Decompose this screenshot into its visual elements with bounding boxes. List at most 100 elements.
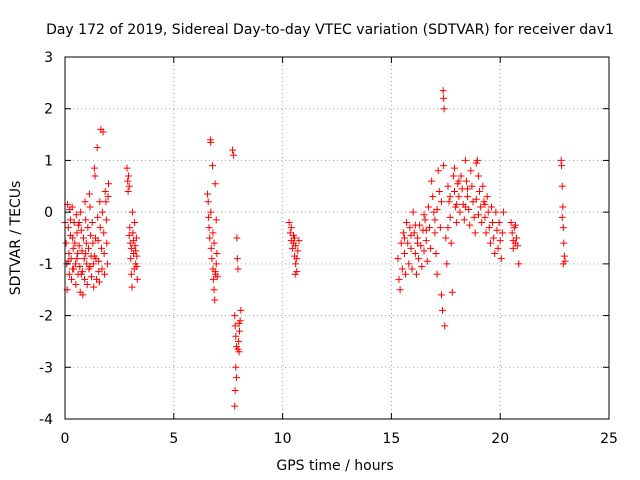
y-tick-label: 0 bbox=[44, 205, 53, 221]
data-point bbox=[207, 208, 215, 216]
data-point bbox=[558, 213, 566, 221]
data-point bbox=[98, 208, 106, 216]
data-point bbox=[211, 296, 219, 304]
data-point bbox=[212, 216, 220, 224]
data-point bbox=[509, 244, 517, 252]
data-point bbox=[129, 229, 137, 237]
x-tick-label: 0 bbox=[61, 431, 70, 447]
data-point bbox=[231, 312, 239, 320]
data-point bbox=[471, 229, 479, 237]
data-point bbox=[437, 198, 445, 206]
data-point bbox=[408, 265, 416, 273]
data-point bbox=[210, 286, 218, 294]
x-tick-label: 15 bbox=[382, 431, 400, 447]
data-point bbox=[102, 216, 110, 224]
data-point bbox=[400, 234, 408, 242]
data-point bbox=[429, 193, 437, 201]
data-point bbox=[131, 218, 139, 226]
data-point bbox=[431, 229, 439, 237]
data-point bbox=[428, 177, 436, 185]
data-point bbox=[422, 226, 430, 234]
data-point bbox=[78, 247, 86, 255]
data-point bbox=[508, 229, 516, 237]
data-point bbox=[437, 291, 445, 299]
data-point bbox=[440, 94, 448, 102]
data-point bbox=[292, 260, 300, 268]
data-point bbox=[98, 244, 106, 252]
data-point bbox=[69, 265, 77, 273]
data-point bbox=[466, 221, 474, 229]
data-point bbox=[103, 239, 111, 247]
data-point bbox=[409, 208, 417, 216]
data-point bbox=[495, 218, 503, 226]
data-point bbox=[432, 250, 440, 258]
data-point bbox=[85, 190, 93, 198]
data-point bbox=[71, 260, 79, 268]
data-point bbox=[208, 255, 216, 263]
data-point bbox=[133, 262, 141, 270]
data-point bbox=[125, 182, 133, 190]
data-point bbox=[449, 172, 457, 180]
data-point bbox=[205, 213, 213, 221]
data-point bbox=[406, 224, 414, 232]
data-point bbox=[125, 172, 133, 180]
data-point bbox=[468, 182, 476, 190]
data-point bbox=[232, 374, 240, 382]
data-point bbox=[89, 239, 97, 247]
data-point bbox=[394, 255, 402, 263]
axis-ticks bbox=[64, 56, 610, 420]
data-point bbox=[287, 224, 295, 232]
data-point bbox=[206, 234, 214, 242]
data-point bbox=[204, 190, 212, 198]
data-point bbox=[446, 213, 454, 221]
data-point bbox=[90, 252, 98, 260]
data-point bbox=[514, 242, 522, 250]
x-tick-label: 5 bbox=[169, 431, 178, 447]
data-point bbox=[483, 193, 491, 201]
data-point bbox=[442, 234, 450, 242]
data-point bbox=[207, 138, 215, 146]
data-point bbox=[490, 234, 498, 242]
data-point bbox=[77, 270, 85, 278]
y-tick-label: 1 bbox=[44, 153, 53, 169]
data-point bbox=[291, 270, 299, 278]
data-point bbox=[396, 286, 404, 294]
data-point bbox=[95, 268, 103, 276]
grid-lines bbox=[65, 57, 609, 419]
data-point bbox=[398, 265, 406, 273]
data-point bbox=[402, 270, 410, 278]
data-point bbox=[69, 234, 77, 242]
data-point bbox=[126, 224, 134, 232]
data-point bbox=[86, 203, 94, 211]
data-point bbox=[124, 177, 132, 185]
data-point bbox=[295, 237, 303, 245]
data-point bbox=[487, 203, 495, 211]
data-point bbox=[407, 244, 415, 252]
data-point bbox=[127, 255, 135, 263]
data-point bbox=[499, 208, 507, 216]
data-point bbox=[399, 229, 407, 237]
data-point bbox=[95, 278, 103, 286]
data-point bbox=[493, 226, 501, 234]
data-point bbox=[467, 167, 475, 175]
data-point bbox=[515, 260, 523, 268]
y-tick-label: -2 bbox=[39, 309, 53, 325]
data-point bbox=[73, 255, 81, 263]
data-point bbox=[84, 224, 92, 232]
data-point bbox=[104, 193, 112, 201]
data-point bbox=[404, 239, 412, 247]
data-point bbox=[90, 164, 98, 172]
data-point bbox=[96, 198, 104, 206]
data-point bbox=[77, 226, 85, 234]
data-point bbox=[457, 172, 465, 180]
data-point bbox=[69, 244, 77, 252]
data-point bbox=[478, 218, 486, 226]
data-point bbox=[94, 237, 102, 245]
data-point bbox=[204, 198, 212, 206]
data-point bbox=[233, 234, 241, 242]
data-point bbox=[133, 275, 141, 283]
data-point bbox=[397, 239, 405, 247]
data-point bbox=[232, 332, 240, 340]
data-point bbox=[80, 255, 88, 263]
